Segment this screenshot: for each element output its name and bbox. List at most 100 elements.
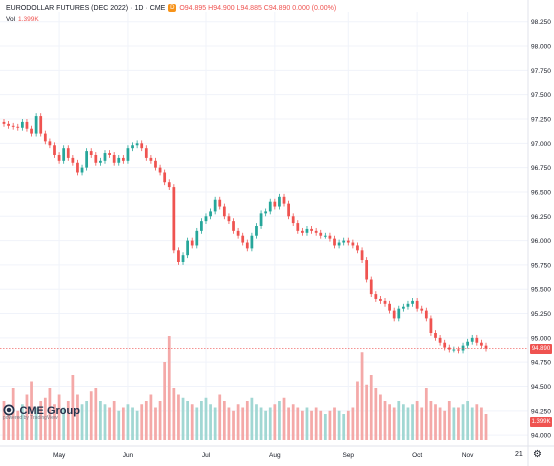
candle — [144, 148, 148, 158]
volume-bar — [411, 404, 414, 440]
candle — [305, 228, 309, 233]
interval-label[interactable]: 1D — [134, 4, 144, 12]
candle — [314, 230, 318, 233]
volume-bar — [452, 407, 456, 440]
ohlc-values: O94.895 H94.900 L94.885 C94.890 0.000 (0… — [179, 4, 337, 12]
candle — [255, 226, 258, 236]
volume-bar — [241, 407, 245, 440]
candle — [374, 294, 378, 299]
candle — [296, 223, 300, 231]
candle — [310, 228, 313, 231]
volume-bar — [149, 394, 153, 440]
candle — [406, 303, 410, 307]
volume-bar — [71, 375, 75, 440]
y-tick-label: 95.500 — [531, 287, 551, 294]
volume-bar — [232, 410, 235, 440]
volume-bar — [475, 404, 479, 440]
volume-bar — [62, 407, 66, 440]
time-axis: May Jun Jul Aug Sep Oct Nov — [53, 452, 474, 459]
delayed-badge-icon: D — [168, 4, 177, 12]
volume-bar — [181, 397, 185, 440]
candle — [154, 160, 157, 168]
volume-bar — [163, 362, 167, 440]
y-tick-label: 96.500 — [531, 189, 551, 196]
x-tick-label: Nov — [462, 452, 474, 459]
candle — [66, 148, 70, 158]
volume-bar — [282, 397, 286, 440]
volume-bar — [121, 407, 125, 440]
volume-bar — [89, 391, 93, 440]
volume-bar — [154, 407, 157, 440]
candle — [7, 123, 10, 126]
candle — [163, 172, 167, 183]
chart-legend[interactable]: EURODOLLAR FUTURES (DEC 2022) · 1D · CME D O94… — [6, 4, 337, 12]
candle — [356, 245, 359, 251]
volume-legend[interactable]: Vol 1.399K — [6, 16, 39, 23]
candle — [424, 310, 428, 319]
volume-bar — [255, 404, 258, 440]
candle — [319, 232, 323, 236]
volume-bar — [236, 404, 240, 440]
candle — [149, 157, 153, 161]
volume-bar — [209, 404, 212, 440]
volume-bar — [245, 401, 249, 440]
candle — [342, 240, 346, 243]
candle — [218, 199, 222, 207]
volume-bar — [48, 388, 52, 440]
volume-bar — [218, 394, 222, 440]
volume-tag: 1.399K — [530, 417, 552, 427]
volume-bar — [273, 404, 277, 440]
candle — [11, 125, 15, 127]
y-tick-label: 97.000 — [531, 141, 551, 148]
candle — [16, 126, 20, 128]
volume-bar — [195, 407, 199, 440]
gear-icon[interactable]: ⚙ — [533, 449, 542, 460]
candle — [80, 167, 84, 173]
candle — [388, 303, 391, 311]
volume-bar — [447, 401, 451, 440]
candle — [103, 153, 107, 161]
candle — [190, 240, 194, 246]
volume-bar — [131, 407, 134, 440]
candle — [167, 182, 171, 188]
volume-bar — [383, 401, 387, 440]
candle — [411, 300, 414, 304]
candle — [43, 133, 47, 142]
y-tick-label: 98.250 — [531, 19, 551, 26]
x-tick-label: Sep — [342, 452, 354, 459]
candle — [273, 201, 277, 207]
candle — [2, 121, 6, 124]
candle — [135, 143, 139, 146]
grid — [0, 12, 528, 440]
volume-bar — [39, 401, 43, 440]
candle — [470, 337, 474, 342]
volume-bar — [53, 404, 56, 440]
volume-bar — [310, 410, 313, 440]
candle — [200, 221, 203, 231]
volume-bar — [429, 401, 433, 440]
y-tick-label: 94.500 — [531, 384, 551, 391]
candle — [34, 116, 38, 134]
candle — [195, 230, 199, 246]
cme-logo[interactable]: CME Group powered by TradingView — [3, 401, 80, 421]
candle — [268, 201, 272, 212]
volume-bar — [20, 404, 24, 440]
volume-bar — [374, 388, 378, 440]
volume-bar — [80, 404, 84, 440]
candle — [213, 199, 217, 212]
volume-bar — [470, 407, 474, 440]
volume-bar — [135, 410, 139, 440]
volume-bar — [392, 407, 396, 440]
candle — [415, 300, 419, 309]
volume-bar — [11, 388, 15, 440]
candle — [438, 337, 442, 343]
candle — [232, 221, 235, 231]
volume-bar — [7, 407, 10, 440]
volume-bar — [117, 410, 121, 440]
candle — [480, 342, 483, 346]
candle — [85, 151, 89, 168]
volume-bar — [43, 397, 47, 440]
volume-bar — [264, 410, 268, 440]
